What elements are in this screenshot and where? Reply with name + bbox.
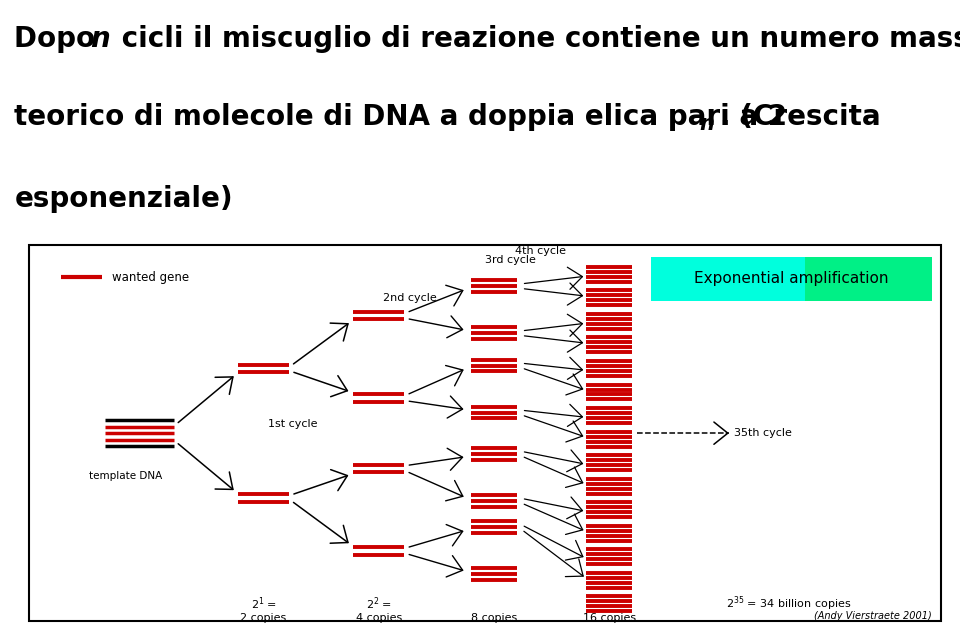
Text: 2 copies: 2 copies [241, 613, 287, 624]
FancyBboxPatch shape [651, 257, 932, 301]
Text: (Andy Vierstraete 2001): (Andy Vierstraete 2001) [814, 612, 932, 621]
Text: $2^1$ =: $2^1$ = [251, 596, 276, 612]
Text: $2^{35}$ = 34 billion copies: $2^{35}$ = 34 billion copies [726, 594, 852, 613]
Text: template DNA: template DNA [88, 471, 162, 482]
FancyBboxPatch shape [805, 257, 932, 301]
Text: . (Crescita: . (Crescita [721, 103, 881, 131]
Text: $2^2$ =: $2^2$ = [366, 596, 392, 612]
Text: cicli il miscuglio di reazione contiene un numero massimo: cicli il miscuglio di reazione contiene … [112, 25, 960, 53]
Text: Dopo: Dopo [14, 25, 105, 53]
Text: n: n [90, 25, 110, 53]
Text: 8 copies: 8 copies [471, 613, 517, 624]
Text: 1st cycle: 1st cycle [268, 419, 318, 429]
Text: teorico di molecole di DNA a doppia elica pari a 2: teorico di molecole di DNA a doppia elic… [14, 103, 787, 131]
Text: 16 copies: 16 copies [583, 613, 636, 624]
Text: 4th cycle: 4th cycle [515, 246, 565, 256]
Text: wanted gene: wanted gene [111, 271, 189, 284]
Text: 4 copies: 4 copies [356, 613, 402, 624]
Text: 3rd cycle: 3rd cycle [485, 255, 536, 265]
Text: 2nd cycle: 2nd cycle [383, 293, 437, 303]
Text: esponenziale): esponenziale) [14, 185, 233, 213]
Text: 35th cycle: 35th cycle [733, 428, 791, 438]
Text: Exponential amplification: Exponential amplification [694, 271, 889, 286]
Text: n: n [700, 114, 714, 134]
